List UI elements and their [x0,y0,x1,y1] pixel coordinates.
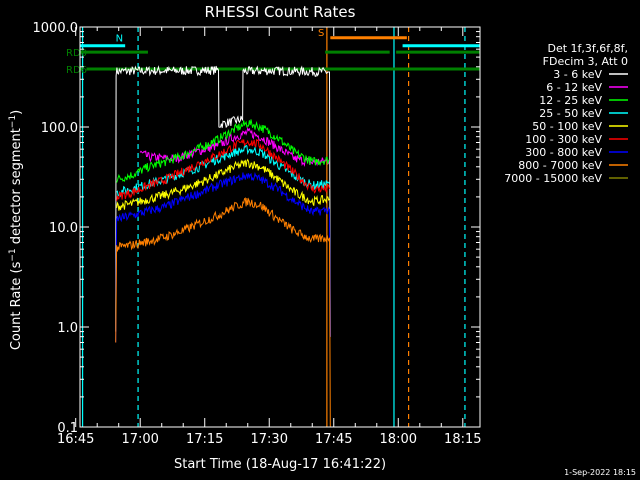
x-tick-label: 16:45 [57,432,94,447]
chart-title: RHESSI Count Rates [205,3,356,21]
series-line [116,158,330,211]
series-line [115,171,331,343]
state-bar-label: RD6 [66,65,87,76]
x-axis-label: Start Time (18-Aug-17 16:41:22) [174,457,386,472]
y-axis-label-part: Count Rate (s [9,261,24,350]
legend-header-line: Det 1f,3f,6f,8f, [547,42,628,55]
y-axis-label-exponent: −1 [8,115,18,128]
state-bar-label: RD0 [66,48,87,59]
series-line [116,138,330,202]
state-bar-label: S [318,28,324,39]
y-axis-label-exponent: −1 [8,248,18,261]
y-tick-label: 0.1 [57,421,78,436]
series-layer [115,65,331,428]
series-line [115,197,331,428]
y-tick-label: 100.0 [41,121,78,136]
state-bar-label: N [116,34,123,45]
x-tick-label: 17:30 [251,432,288,447]
legend-entry-label: 800 - 7000 keV [518,159,602,172]
legend-entry-label: 25 - 50 keV [539,107,602,120]
legend-entry-label: 7000 - 15000 keV [504,172,602,185]
legend: Det 1f,3f,6f,8f, FDecim 3, Att 0 3 - 6 k… [504,42,628,185]
footer-timestamp: 1-Sep-2022 18:15 [564,468,636,477]
x-tick-label: 17:45 [315,432,352,447]
legend-entry-label: 50 - 100 keV [532,120,602,133]
legend-entry-label: 300 - 800 keV [525,146,602,159]
series-line [115,65,331,337]
legend-header-line: FDecim 3, Att 0 [543,55,628,68]
series-line [139,126,330,168]
series-line [116,119,330,183]
legend-entry-label: 3 - 6 keV [553,68,602,81]
y-tick-label: 1.0 [57,321,78,336]
legend-entry-label: 100 - 300 keV [525,133,602,146]
legend-entry-label: 12 - 25 keV [539,94,602,107]
y-axis-label-part: detector segment [9,128,24,248]
y-tick-label: 10.0 [49,221,78,236]
axes-layer: 0.1 1.0 10.0 100.0 1000.0 16:45 17:00 17:15 17:3… [33,21,482,447]
y-axis-label-part: ) [9,110,24,115]
x-tick-label: 18:15 [444,432,481,447]
legend-entry-label: 6 - 12 keV [546,81,602,94]
y-tick-label: 1000.0 [33,21,79,36]
y-axis-label: Count Rate (s−1 detector segment−1) [8,110,24,350]
annotation-layer: RD0 RD6 N S [66,27,480,427]
x-tick-label: 18:00 [380,432,417,447]
x-tick-label: 17:00 [121,432,158,447]
x-tick-label: 17:15 [186,432,223,447]
